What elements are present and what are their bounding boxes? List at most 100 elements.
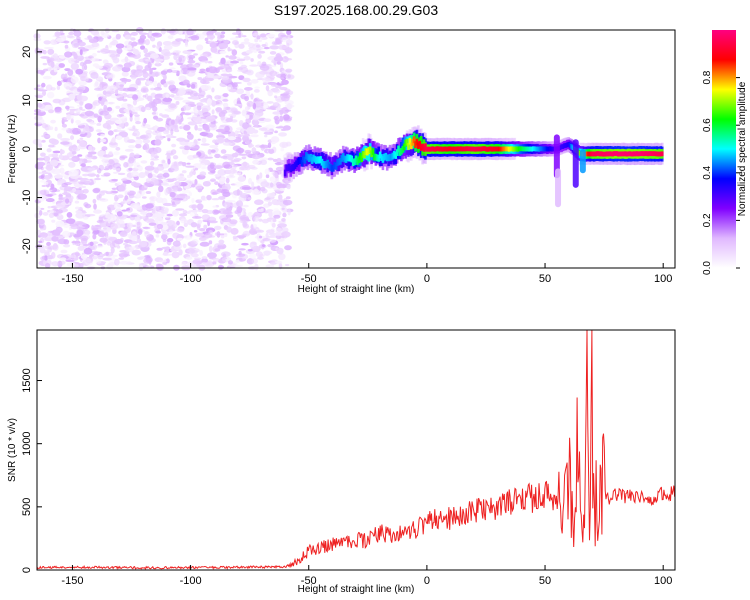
heatmap-cell (417, 142, 420, 149)
heatmap-cell (178, 213, 188, 217)
heatmap-cell (65, 86, 71, 90)
heatmap-cell (305, 152, 308, 159)
heatmap-cell (204, 86, 209, 89)
heatmap-cell (127, 261, 132, 265)
heatmap-cell (239, 61, 244, 65)
heatmap-cell (190, 180, 195, 183)
heatmap-cell (132, 99, 137, 106)
heatmap-cell (167, 158, 171, 165)
heatmap-cell (258, 39, 262, 43)
heatmap-cell (198, 159, 204, 163)
heatmap-cell (408, 137, 412, 145)
heatmap-cell (227, 46, 231, 52)
heatmap-cell (69, 254, 77, 259)
heatmap-cell (229, 172, 234, 178)
heatmap-cell (169, 67, 176, 70)
heatmap-cell (286, 103, 292, 110)
heatmap-cell (49, 210, 55, 214)
heatmap-cell (142, 89, 146, 92)
heatmap-cell (109, 53, 116, 58)
heatmap-cell (118, 257, 125, 260)
heatmap-cell (509, 146, 512, 152)
heatmap-cell (322, 153, 325, 167)
heatmap-cell (97, 50, 101, 53)
heatmap-cell (119, 84, 124, 88)
heatmap-cell (192, 154, 199, 159)
heatmap-cell (117, 182, 122, 185)
heatmap-cell (220, 73, 229, 77)
heatmap-cell (114, 203, 122, 209)
heatmap-cell (56, 59, 63, 62)
heatmap-cell (131, 182, 141, 187)
heatmap-cell (274, 231, 284, 237)
heatmap-cell (272, 208, 280, 216)
heatmap-cell (612, 151, 616, 156)
heatmap-cell (175, 38, 184, 42)
heatmap-cell (155, 234, 160, 238)
bottom-x-axis-label: Height of straight line (km) (298, 584, 415, 595)
heatmap-cell (587, 151, 590, 157)
heatmap-cell (418, 140, 422, 148)
heatmap-cell (192, 252, 198, 258)
heatmap-cell (436, 146, 440, 152)
heatmap-cell (282, 199, 293, 206)
heatmap-cell (526, 146, 529, 152)
heatmap-cell (332, 157, 335, 171)
heatmap-cell (87, 153, 93, 158)
heatmap-cell (95, 129, 102, 133)
heatmap-cell (253, 216, 260, 223)
heatmap-cell (212, 205, 217, 208)
heatmap-cell (231, 110, 242, 115)
heatmap-cell (192, 29, 197, 33)
heatmap-cell (243, 133, 251, 137)
heatmap-cell (599, 151, 603, 157)
heatmap-cell (120, 201, 125, 205)
heatmap-cell (161, 224, 169, 230)
heatmap-cell (188, 54, 196, 60)
heatmap-cell (256, 229, 265, 233)
heatmap-cell (165, 93, 170, 99)
heatmap-cell (110, 247, 115, 254)
heatmap-cell (145, 212, 153, 218)
heatmap-cell (427, 146, 430, 152)
heatmap-cell (71, 151, 77, 155)
heatmap-cell (222, 93, 229, 98)
heatmap-cell (353, 158, 356, 166)
top-x-tick-label: 0 (424, 273, 430, 285)
heatmap-cell (266, 193, 275, 198)
heatmap-cell (179, 55, 184, 58)
heatmap-cell (286, 58, 293, 61)
heatmap-cell (236, 27, 241, 34)
heatmap-cell (216, 231, 221, 238)
heatmap-cell (61, 123, 67, 128)
heatmap-cell (110, 223, 118, 231)
heatmap-cell (377, 154, 380, 162)
heatmap-cell (639, 151, 643, 157)
heatmap-cell (246, 126, 256, 134)
snr-panel: -150 -100 -50 0 50 100 0 500 1000 1500 Height of… (7, 329, 676, 595)
heatmap-cell (249, 243, 255, 248)
heatmap-cell (116, 114, 123, 118)
heatmap-cell (68, 232, 75, 235)
heatmap-cell (121, 71, 129, 77)
colorbar-tick-label: 0.0 (702, 261, 713, 275)
heatmap-cell (119, 230, 128, 238)
heatmap-cell (225, 55, 229, 58)
heatmap-cell (111, 65, 122, 72)
heatmap-cell (201, 166, 208, 170)
heatmap-cell (210, 178, 216, 182)
heatmap-cell (256, 99, 263, 102)
heatmap-cell (324, 161, 328, 168)
heatmap-cell (233, 265, 244, 268)
heatmap-cell (72, 144, 77, 151)
heatmap-cell (156, 263, 164, 271)
heatmap-cell (267, 89, 273, 97)
heatmap-cell (99, 253, 103, 256)
bottom-x-ticks: -150 -100 -50 0 50 100 (61, 565, 672, 587)
heatmap-cell (134, 114, 140, 117)
heatmap-cell (168, 229, 174, 235)
heatmap-cell (199, 228, 206, 232)
heatmap-cell (245, 151, 251, 157)
heatmap-cells (32, 27, 664, 272)
heatmap-cell (609, 151, 613, 157)
